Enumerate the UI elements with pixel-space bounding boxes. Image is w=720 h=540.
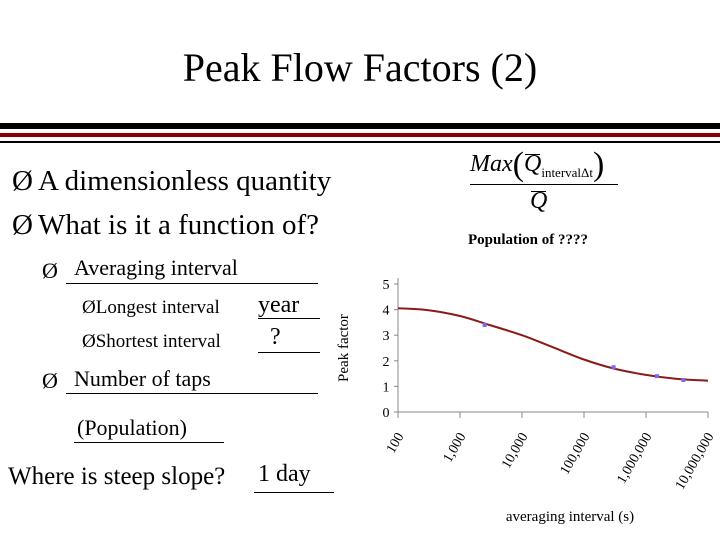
title-rule-red xyxy=(0,133,720,137)
formula-subscript: intervalΔt xyxy=(541,165,594,180)
formula-denominator: Q xyxy=(530,188,547,215)
title-rule-black-thick xyxy=(0,123,720,129)
arrow-bullet-icon: Ø xyxy=(12,165,33,197)
title-rule-black-thin xyxy=(0,141,720,143)
averaging-interval-answer: Averaging interval xyxy=(74,255,238,280)
y-tick-label: 5 xyxy=(383,278,390,293)
formula-max: Max xyxy=(470,151,513,177)
bullet-function-of: Ø What is it a function of? xyxy=(12,209,319,242)
longest-answer: year xyxy=(258,292,300,318)
sub-bullet-averaging: Ø xyxy=(42,258,64,284)
sub-bullet-taps: Ø xyxy=(42,368,64,394)
arrow-bullet-icon: Ø xyxy=(42,368,58,393)
x-tick-label: 100 xyxy=(384,431,407,457)
y-tick-label: 1 xyxy=(383,380,390,395)
peak-factor-curve xyxy=(397,307,709,382)
formula-q-bar-denominator: Q xyxy=(530,188,548,214)
taps-blank xyxy=(66,393,318,394)
x-tick-label: 100,000 xyxy=(558,431,594,478)
formula-q-bar: Q xyxy=(523,151,542,177)
steep-blank xyxy=(254,492,334,493)
x-tick-label: 1,000,000 xyxy=(614,431,655,487)
steep-slope-answer: 1 day xyxy=(258,461,311,487)
formula-paren-close: ) xyxy=(593,146,605,183)
longest-interval-item: ØLongest interval xyxy=(82,297,220,319)
y-tick-label: 2 xyxy=(383,355,390,370)
data-point xyxy=(681,378,686,382)
formula-numerator: Max(QintervalΔt) xyxy=(470,146,604,184)
peak-factor-formula: Max(QintervalΔt) Q xyxy=(470,146,620,221)
formula-fraction-line xyxy=(470,184,618,185)
longest-blank xyxy=(258,318,320,319)
population-answer: (Population) xyxy=(77,415,187,440)
shortest-interval-item: ØShortest interval xyxy=(82,331,221,353)
x-tick-label: 1,000 xyxy=(441,431,470,466)
x-tick-label: 10,000 xyxy=(499,431,531,472)
data-point xyxy=(611,365,616,370)
population-blank xyxy=(74,442,224,443)
bullet-text: What is it a function of? xyxy=(38,209,320,241)
arrow-bullet-icon: Ø xyxy=(42,258,58,283)
steep-slope-question: Where is steep slope? xyxy=(8,463,226,490)
x-tick-label: 10,000,000 xyxy=(673,431,717,493)
y-tick-label: 3 xyxy=(383,329,390,344)
shortest-blank xyxy=(258,352,320,353)
arrow-bullet-icon: Ø xyxy=(82,331,96,352)
averaging-blank xyxy=(66,283,318,284)
y-axis-title: Peak factor xyxy=(336,314,352,382)
longest-label: Longest interval xyxy=(95,297,220,318)
formula-paren-open: ( xyxy=(512,146,524,183)
x-axis-title: averaging interval (s) xyxy=(506,509,634,525)
y-tick-label: 4 xyxy=(383,304,390,319)
data-point xyxy=(654,374,659,379)
y-tick-label: 0 xyxy=(383,406,390,421)
slide-title: Peak Flow Factors (2) xyxy=(182,45,538,90)
number-of-taps-answer: Number of taps xyxy=(74,366,211,391)
arrow-bullet-icon: Ø xyxy=(12,209,33,241)
data-point xyxy=(482,322,487,327)
shortest-answer: ? xyxy=(270,324,281,350)
chart-title: Population of ???? xyxy=(467,232,588,248)
arrow-bullet-icon: Ø xyxy=(82,297,96,318)
shortest-label: Shortest interval xyxy=(95,331,221,352)
bullet-text: A dimensionless quantity xyxy=(38,165,332,197)
